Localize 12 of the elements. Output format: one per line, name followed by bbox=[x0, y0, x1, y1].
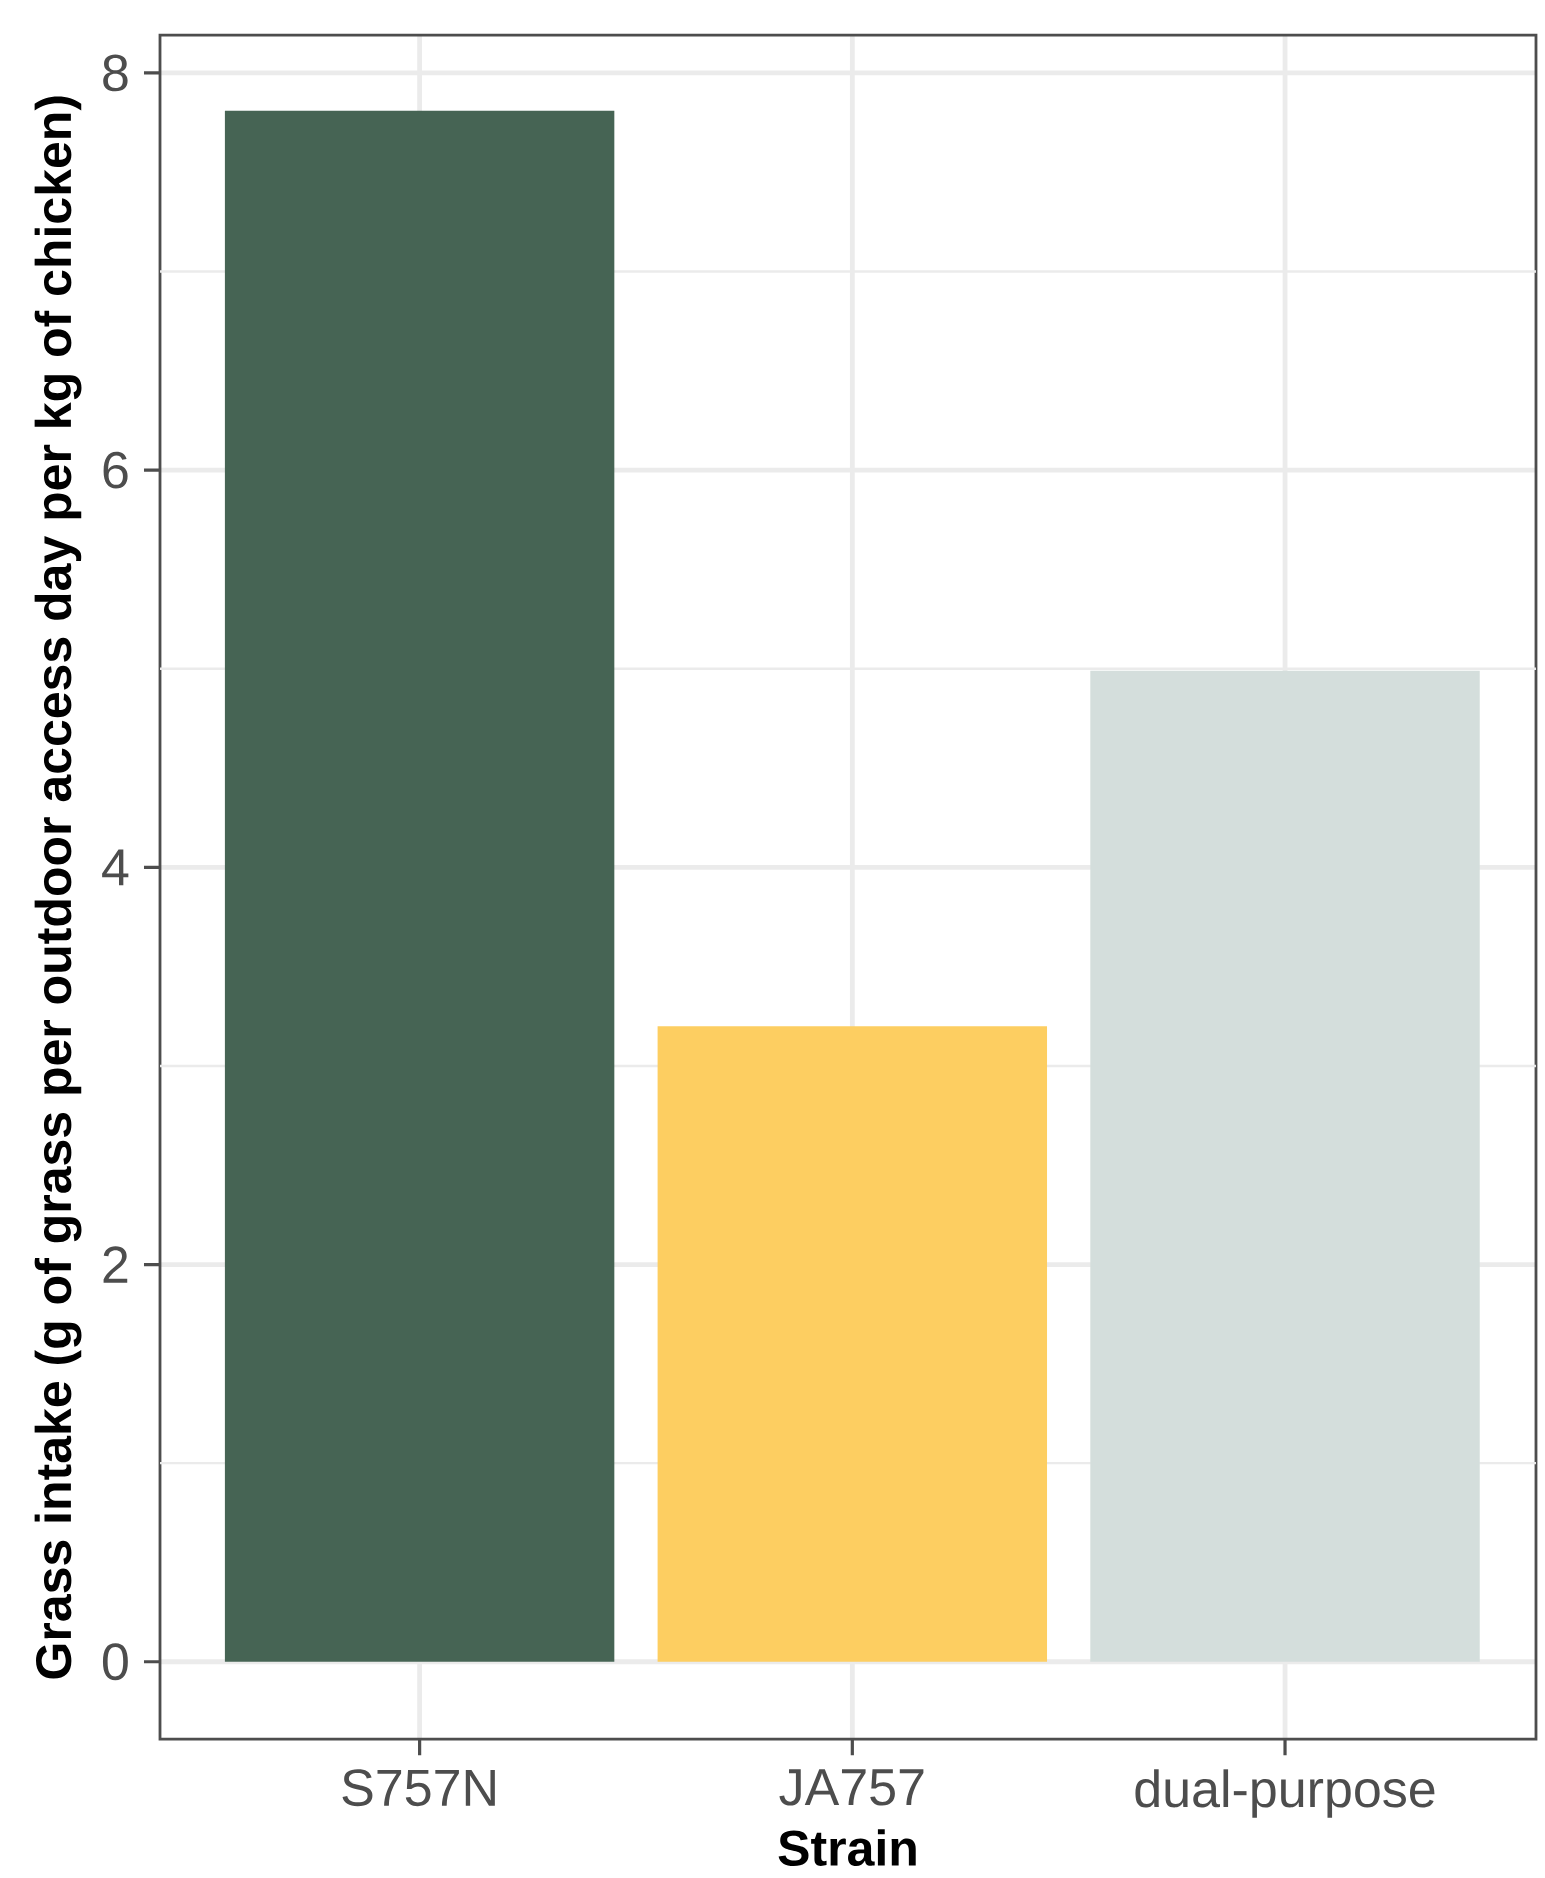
x-tick-label: S757N bbox=[342, 1769, 495, 1807]
y-tick-label: 0 bbox=[102, 1643, 128, 1681]
x-tick-label: JA757 bbox=[779, 1769, 924, 1806]
y-tick-label: 8 bbox=[103, 54, 128, 92]
y-tick-label: 6 bbox=[103, 451, 128, 489]
x-axis-title: Strain bbox=[778, 1829, 916, 1866]
y-tick-label: 4 bbox=[102, 849, 129, 886]
y-axis-title: Grass intake (g of grass per outdoor access day per kg of chicken) bbox=[34, 96, 82, 1679]
bar bbox=[657, 1026, 1048, 1662]
y-tick-label: 2 bbox=[103, 1246, 128, 1283]
bar bbox=[1090, 670, 1480, 1662]
x-tick-label: dual-purpose bbox=[1135, 1769, 1435, 1818]
